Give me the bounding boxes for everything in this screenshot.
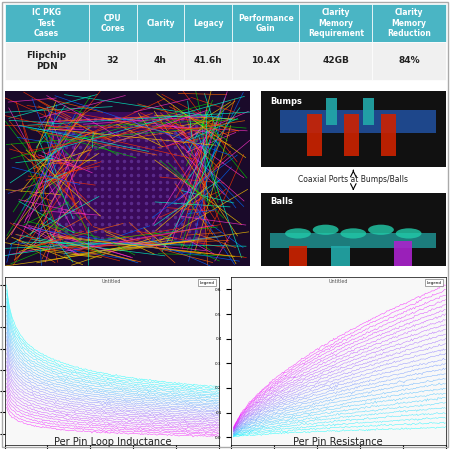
Text: Balls: Balls [270,197,293,206]
Text: Untitled: Untitled [102,279,122,284]
Text: 4h: 4h [154,57,167,66]
Text: 32: 32 [106,57,119,66]
FancyBboxPatch shape [373,42,446,79]
FancyBboxPatch shape [232,4,299,42]
Text: Per Pin Resistance: Per Pin Resistance [292,437,382,447]
FancyBboxPatch shape [373,4,446,42]
Text: Legend: Legend [426,281,441,285]
FancyBboxPatch shape [89,42,136,79]
Circle shape [368,224,394,235]
Text: Per Pin Loop Inductance: Per Pin Loop Inductance [54,437,171,447]
Bar [331,246,350,266]
Text: Clarity: Clarity [146,19,175,28]
Text: Coaxial Ports at Bumps/Balls: Coaxial Ports at Bumps/Balls [298,175,408,184]
FancyBboxPatch shape [184,42,232,79]
FancyBboxPatch shape [299,4,373,42]
Bar [326,98,337,125]
Text: 42GB: 42GB [323,57,349,66]
Bar [270,233,436,248]
FancyBboxPatch shape [136,42,184,79]
Bar [49,112,206,245]
Text: IC PKG
Test
Cases: IC PKG Test Cases [32,9,61,38]
Circle shape [396,228,422,238]
Bar [363,98,374,125]
Text: Untitled: Untitled [328,279,348,284]
FancyBboxPatch shape [232,42,299,79]
Text: Clarity
Memory
Reduction: Clarity Memory Reduction [387,9,431,38]
FancyBboxPatch shape [136,4,184,42]
Circle shape [313,224,338,235]
Bar [394,241,412,266]
Text: Legacy: Legacy [193,19,223,28]
FancyBboxPatch shape [299,42,373,79]
Text: Clarity
Memory
Requirement: Clarity Memory Requirement [308,9,364,38]
Text: Performance
Gain: Performance Gain [238,13,293,33]
Bar [344,114,359,156]
Bar [307,114,322,156]
Bar [289,246,307,266]
Text: 84%: 84% [398,57,420,66]
Text: Legend: Legend [199,281,214,285]
Circle shape [340,228,366,238]
FancyBboxPatch shape [89,4,136,42]
Bar [279,110,436,133]
Text: CPU
Cores: CPU Cores [100,13,125,33]
FancyBboxPatch shape [184,4,232,42]
Circle shape [285,228,311,238]
FancyBboxPatch shape [4,42,89,79]
Bar [381,114,396,156]
Text: Bumps: Bumps [270,97,302,106]
Text: Flipchip
PDN: Flipchip PDN [27,51,67,70]
FancyBboxPatch shape [4,4,89,42]
Text: 41.6h: 41.6h [194,57,222,66]
Text: 10.4X: 10.4X [251,57,280,66]
